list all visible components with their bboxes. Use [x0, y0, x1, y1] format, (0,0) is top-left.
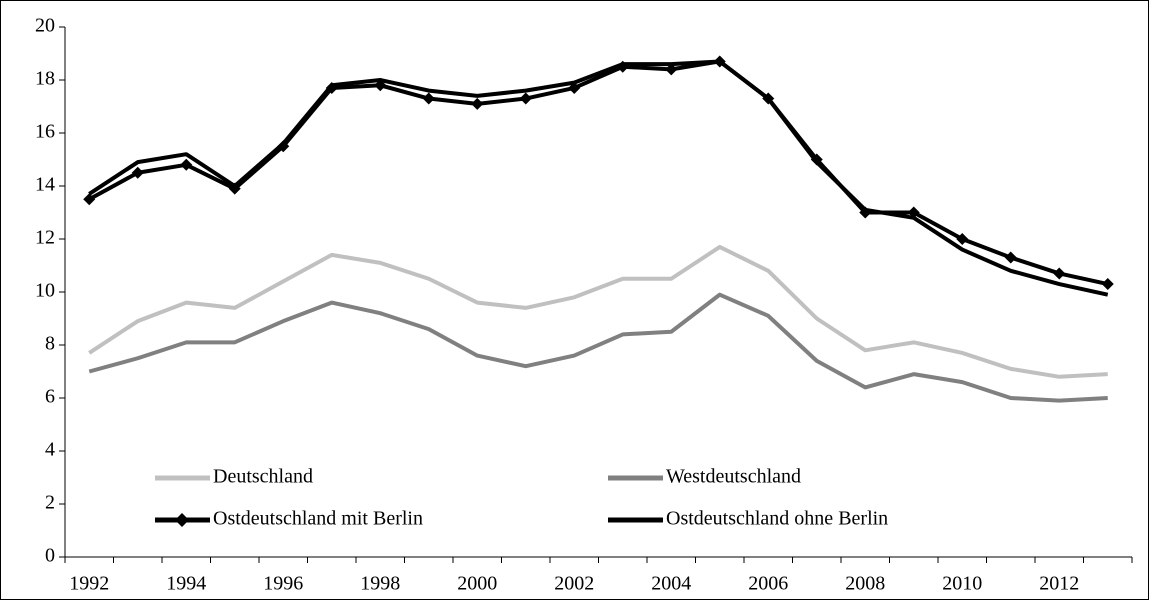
marker: [1053, 267, 1066, 280]
y-tick-label: 6: [45, 386, 55, 408]
legend-label: Westdeutschland: [666, 466, 801, 488]
marker: [1101, 278, 1114, 291]
legend-label: Ostdeutschland ohne Berlin: [666, 508, 888, 530]
y-tick-label: 14: [35, 174, 55, 196]
marker: [519, 92, 532, 105]
y-tick-label: 8: [45, 333, 55, 355]
y-tick-label: 10: [35, 280, 55, 302]
y-tick-label: 0: [45, 545, 55, 567]
y-tick-label: 20: [35, 15, 55, 37]
y-tick-label: 2: [45, 492, 55, 514]
x-tick-label: 2006: [748, 573, 788, 595]
marker: [422, 92, 435, 105]
y-tick-label: 18: [35, 68, 55, 90]
legend-marker: [175, 513, 189, 527]
series-line: [88, 244, 1108, 379]
x-tick-label: 2008: [845, 573, 885, 595]
marker: [956, 233, 969, 245]
legend-label: Deutschland: [213, 466, 313, 488]
series-line: [88, 59, 1109, 297]
x-tick-label: 2004: [651, 573, 691, 595]
x-tick-label: 1992: [69, 573, 109, 595]
y-tick-label: 12: [35, 227, 55, 249]
y-tick-label: 4: [45, 439, 55, 461]
marker: [180, 158, 193, 171]
x-tick-label: 1994: [166, 573, 206, 595]
marker: [131, 166, 144, 179]
series-line: [88, 292, 1108, 403]
x-tick-label: 2000: [457, 573, 497, 595]
x-tick-label: 2012: [1039, 573, 1079, 595]
marker: [471, 97, 484, 110]
marker: [83, 193, 96, 206]
marker: [665, 63, 678, 76]
x-tick-label: 2002: [554, 573, 594, 595]
legend-label: Ostdeutschland mit Berlin: [213, 508, 423, 530]
x-tick-label: 2010: [942, 573, 982, 595]
x-tick-label: 1998: [360, 573, 400, 595]
y-tick-label: 16: [35, 121, 55, 143]
marker: [1004, 251, 1017, 264]
x-tick-label: 1996: [263, 573, 303, 595]
